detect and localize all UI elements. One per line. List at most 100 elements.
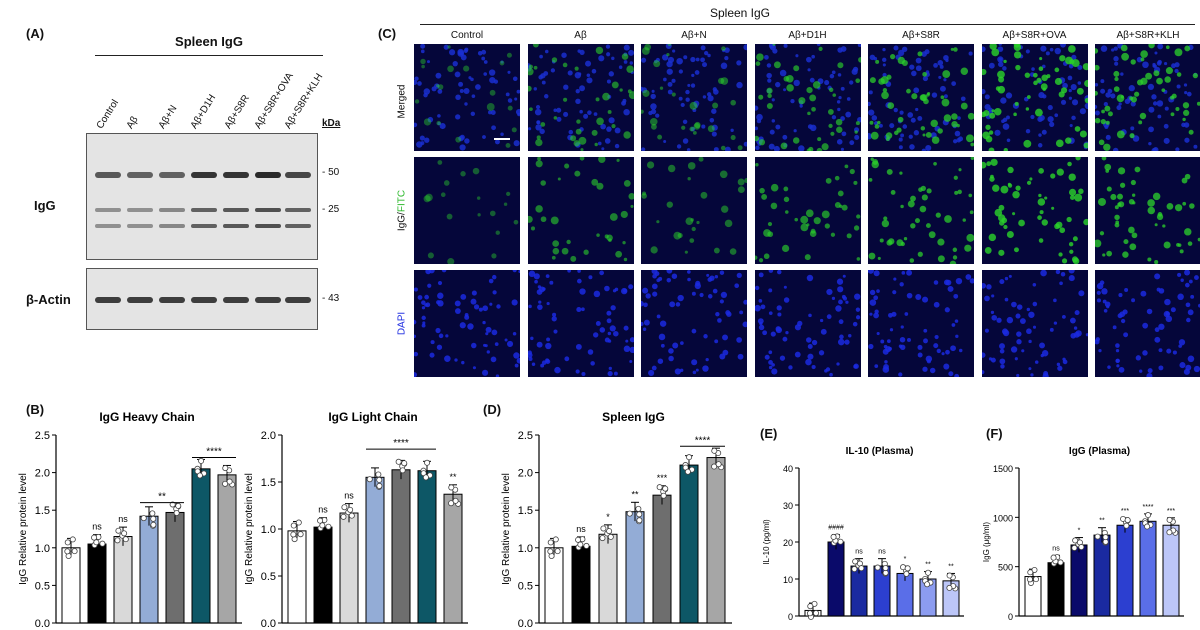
data-point bbox=[1124, 517, 1131, 524]
y-axis-label: IgG Relative protein level bbox=[18, 473, 29, 585]
if-image-cell bbox=[981, 270, 1088, 377]
marker-25: - 25 bbox=[322, 204, 340, 215]
chart-il10-plasma: IL-10 (Plasma) 0 10 20 30 40 IL-10 (pg/ml) ####… bbox=[762, 446, 964, 622]
if-image-cell bbox=[754, 44, 861, 151]
y-tick-label: 2.5 bbox=[35, 430, 50, 442]
if-column-title: Aβ+S8R bbox=[902, 30, 940, 41]
data-point bbox=[226, 478, 233, 485]
data-point bbox=[64, 539, 71, 546]
significance-label: *** bbox=[1167, 508, 1175, 515]
if-image-cell bbox=[1095, 157, 1200, 264]
data-point bbox=[636, 517, 643, 524]
heavy-chain-band bbox=[159, 172, 185, 178]
data-point bbox=[711, 463, 718, 470]
row-label-fitc-green: FITC bbox=[396, 189, 408, 213]
actin-blot bbox=[86, 268, 318, 330]
if-image-cell bbox=[868, 44, 974, 151]
marker-43: - 43 bbox=[322, 293, 340, 304]
data-point bbox=[1094, 533, 1101, 540]
significance-label: *** bbox=[657, 473, 668, 483]
light-chain-band-upper bbox=[255, 208, 281, 212]
data-point bbox=[813, 610, 820, 617]
bar bbox=[313, 526, 333, 624]
if-image-cell bbox=[754, 157, 861, 264]
data-point bbox=[114, 537, 121, 544]
data-point bbox=[376, 482, 383, 489]
significance-label: ** bbox=[925, 562, 931, 569]
chart-title: IgG (Plasma) bbox=[1069, 446, 1130, 457]
if-image-cell bbox=[754, 270, 861, 377]
data-point bbox=[606, 528, 613, 535]
bar bbox=[598, 533, 618, 624]
data-point bbox=[93, 539, 100, 546]
y-tick-label: 30 bbox=[783, 501, 793, 511]
y-tick-label: 1.0 bbox=[261, 524, 276, 536]
actin-band bbox=[127, 297, 153, 303]
significance-label: ** bbox=[158, 492, 166, 503]
y-tick-label: 10 bbox=[783, 575, 793, 585]
data-point bbox=[1057, 559, 1064, 566]
data-point bbox=[198, 457, 205, 464]
significance-label: **** bbox=[206, 447, 222, 458]
data-point bbox=[554, 548, 561, 555]
significance-label: ns bbox=[878, 549, 886, 556]
actin-band bbox=[285, 297, 311, 303]
y-tick-label: 0.5 bbox=[261, 571, 276, 583]
panel-a-label: (A) bbox=[26, 26, 45, 41]
light-chain-band-upper bbox=[159, 208, 185, 212]
y-tick-label: 2.5 bbox=[518, 430, 533, 442]
if-image-cell bbox=[414, 44, 520, 151]
data-point bbox=[71, 548, 78, 555]
y-tick-label: 40 bbox=[783, 464, 793, 474]
data-point bbox=[851, 566, 858, 573]
significance-label: ns bbox=[318, 505, 328, 515]
bar bbox=[365, 476, 385, 624]
bar bbox=[113, 536, 133, 624]
data-point bbox=[366, 476, 373, 483]
if-image-cell bbox=[527, 157, 634, 264]
data-point bbox=[325, 523, 332, 530]
light-chain-band-upper bbox=[127, 208, 153, 212]
panel-f-label: (F) bbox=[986, 426, 1003, 441]
data-point bbox=[1078, 544, 1085, 551]
significance-label: **** bbox=[695, 435, 711, 446]
data-point bbox=[946, 584, 953, 591]
if-image-cell bbox=[641, 44, 747, 151]
bar bbox=[1162, 524, 1180, 617]
bar bbox=[287, 530, 307, 624]
actin-band bbox=[255, 297, 281, 303]
chart-title: IgG Light Chain bbox=[328, 410, 417, 424]
significance-label: ** bbox=[1099, 518, 1105, 525]
data-point bbox=[91, 534, 98, 541]
actin-band bbox=[159, 297, 185, 303]
significance-label: * bbox=[606, 512, 610, 522]
significance-label: **** bbox=[1143, 504, 1154, 511]
light-chain-band-upper bbox=[95, 208, 121, 212]
data-point bbox=[660, 492, 667, 499]
data-point bbox=[99, 540, 106, 547]
data-point bbox=[452, 497, 459, 504]
significance-label: #### bbox=[828, 525, 844, 532]
actin-band bbox=[95, 297, 121, 303]
y-tick-label: 1000 bbox=[993, 513, 1013, 523]
significance-label: * bbox=[1078, 528, 1081, 535]
data-point bbox=[547, 548, 554, 555]
bar bbox=[443, 493, 463, 624]
if-column-title: Aβ+D1H bbox=[788, 30, 827, 41]
data-point bbox=[1145, 512, 1152, 519]
data-point bbox=[297, 531, 304, 538]
if-image-cell bbox=[414, 270, 520, 377]
if-image-cell bbox=[641, 157, 747, 264]
bar bbox=[706, 457, 726, 624]
y-tick-label: 1.5 bbox=[35, 505, 50, 517]
if-image-cell bbox=[641, 270, 747, 377]
significance-label: ns bbox=[118, 514, 128, 524]
heavy-chain-band bbox=[95, 172, 121, 178]
data-point bbox=[1102, 534, 1109, 541]
data-point bbox=[222, 480, 229, 487]
y-tick-label: 0.0 bbox=[518, 618, 533, 630]
data-point bbox=[341, 504, 348, 511]
data-point bbox=[1050, 554, 1057, 561]
significance-label: ns bbox=[576, 524, 586, 534]
